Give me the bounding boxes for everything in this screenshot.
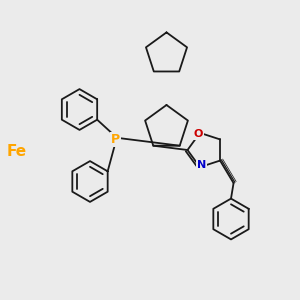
Text: Fe: Fe	[6, 144, 27, 159]
Text: N: N	[197, 160, 206, 170]
Text: O: O	[194, 129, 203, 140]
Text: P: P	[111, 133, 120, 146]
